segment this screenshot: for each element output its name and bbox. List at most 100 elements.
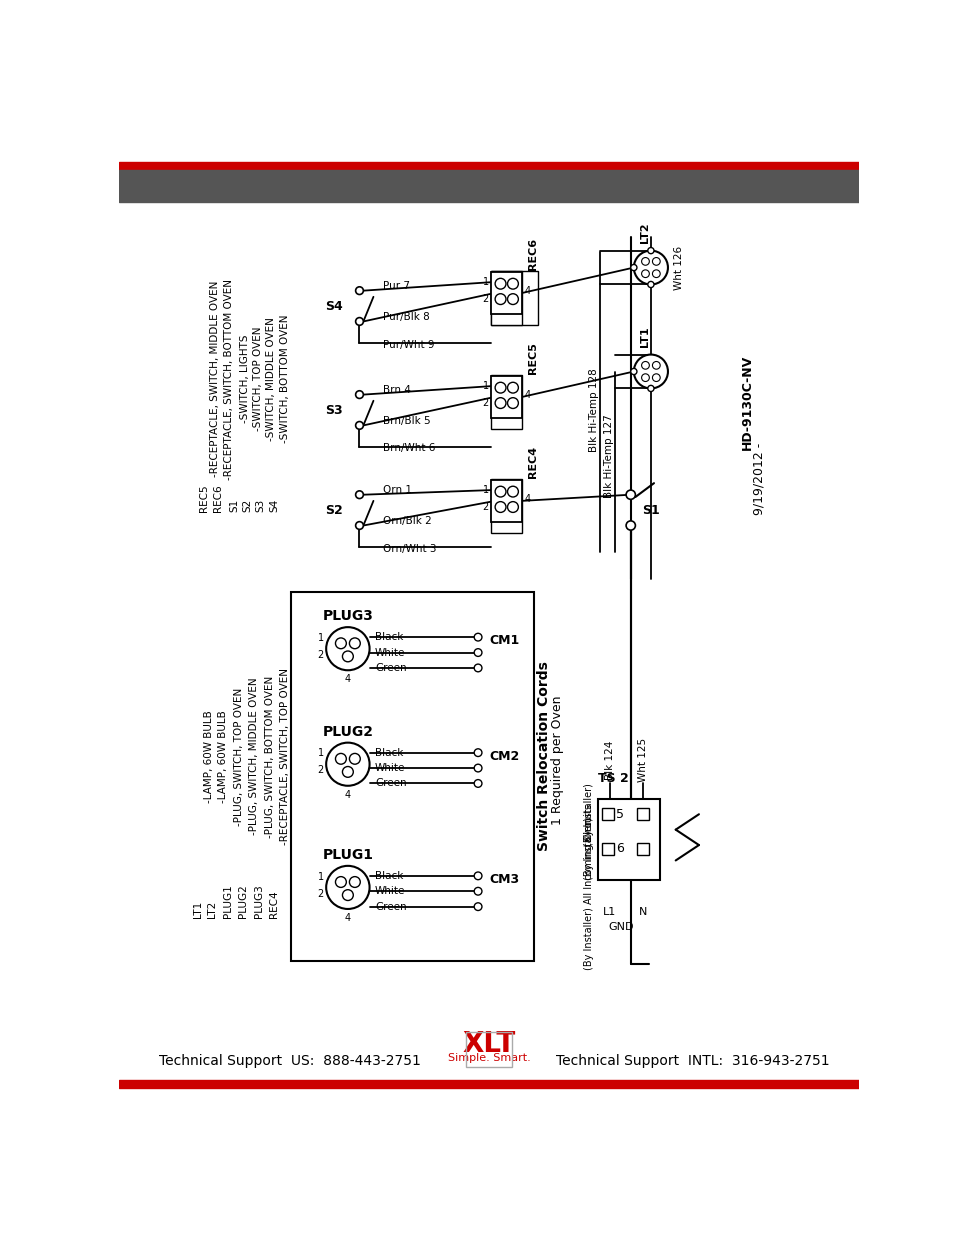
Circle shape	[349, 638, 360, 648]
Text: 4: 4	[344, 789, 351, 799]
Text: Blk Hi-Temp 128: Blk Hi-Temp 128	[588, 368, 598, 452]
Text: CM3: CM3	[488, 873, 518, 887]
Circle shape	[474, 888, 481, 895]
Text: Blk 124: Blk 124	[604, 741, 614, 781]
Text: 2: 2	[317, 888, 323, 899]
Text: XLT: XLT	[462, 1030, 515, 1057]
Text: -SWITCH, BOTTOM OVEN: -SWITCH, BOTTOM OVEN	[280, 315, 290, 443]
Circle shape	[641, 258, 649, 266]
Circle shape	[507, 487, 517, 496]
Text: Green: Green	[375, 778, 406, 788]
Text: CM1: CM1	[488, 635, 518, 647]
Text: 9/19/2012 -: 9/19/2012 -	[751, 443, 764, 515]
Text: Wht 125: Wht 125	[638, 739, 647, 783]
Circle shape	[342, 651, 353, 662]
Text: 4: 4	[524, 389, 530, 400]
Text: -LAMP, 60W BULB: -LAMP, 60W BULB	[204, 710, 213, 803]
Text: 2: 2	[317, 650, 323, 659]
Text: -RECEPTACLE, SWITCH, BOTTOM OVEN: -RECEPTACLE, SWITCH, BOTTOM OVEN	[224, 279, 234, 479]
Text: Pur 7: Pur 7	[382, 282, 410, 291]
Text: 4: 4	[524, 285, 530, 295]
Text: LT1: LT1	[639, 326, 649, 347]
Circle shape	[633, 251, 667, 284]
Text: S2: S2	[324, 504, 342, 516]
Circle shape	[630, 368, 637, 374]
Circle shape	[355, 287, 363, 294]
Text: 2: 2	[317, 766, 323, 776]
Text: REC5: REC5	[528, 342, 537, 374]
Circle shape	[647, 282, 654, 288]
Circle shape	[652, 374, 659, 382]
Circle shape	[507, 501, 517, 513]
Circle shape	[349, 753, 360, 764]
Circle shape	[641, 374, 649, 382]
Circle shape	[355, 390, 363, 399]
Bar	[491, 479, 521, 534]
Text: LT2: LT2	[207, 902, 217, 918]
Bar	[637, 842, 649, 855]
Text: Simple. Smart.: Simple. Smart.	[447, 1053, 530, 1063]
Text: PLUG2: PLUG2	[322, 725, 373, 739]
Text: Switch Relocation Cords: Switch Relocation Cords	[537, 662, 551, 851]
Circle shape	[641, 362, 649, 369]
Text: -RECEPTACLE, SWITCH, TOP OVEN: -RECEPTACLE, SWITCH, TOP OVEN	[280, 668, 290, 845]
Text: -RECEPTACLE, SWITCH, MIDDLE OVEN: -RECEPTACLE, SWITCH, MIDDLE OVEN	[210, 282, 220, 478]
Bar	[598, 799, 659, 879]
Circle shape	[625, 521, 635, 530]
Text: -SWITCH, MIDDLE OVEN: -SWITCH, MIDDLE OVEN	[266, 317, 275, 441]
Text: REC4: REC4	[269, 890, 279, 918]
Bar	[291, 592, 534, 961]
Circle shape	[335, 638, 346, 648]
Text: 2: 2	[482, 501, 488, 513]
Text: PLUG1: PLUG1	[222, 884, 233, 918]
Circle shape	[474, 664, 481, 672]
Text: Blk Hi-Temp 127: Blk Hi-Temp 127	[603, 414, 614, 498]
Text: -SWITCH, LIGHTS: -SWITCH, LIGHTS	[239, 335, 250, 424]
Text: Wht 126: Wht 126	[674, 246, 683, 290]
Bar	[119, 169, 858, 203]
Text: S3: S3	[255, 499, 265, 511]
Text: Orn/Wht 3: Orn/Wht 3	[382, 543, 436, 553]
Text: -PLUG, SWITCH, MIDDLE OVEN: -PLUG, SWITCH, MIDDLE OVEN	[249, 678, 259, 835]
Circle shape	[625, 490, 635, 499]
Circle shape	[326, 866, 369, 909]
Circle shape	[355, 421, 363, 430]
Circle shape	[342, 889, 353, 900]
Circle shape	[633, 354, 667, 389]
Circle shape	[641, 270, 649, 278]
Circle shape	[652, 270, 659, 278]
Text: Black: Black	[375, 747, 403, 757]
Text: (By Installer): (By Installer)	[583, 818, 594, 881]
Text: AVI HOOD SCHEMATIC w/oFS-w/oVFD: AVI HOOD SCHEMATIC w/oFS-w/oVFD	[273, 175, 704, 196]
Text: Brn 4: Brn 4	[382, 385, 410, 395]
Circle shape	[652, 362, 659, 369]
Text: White: White	[375, 647, 405, 657]
Circle shape	[355, 317, 363, 325]
Text: Black: Black	[375, 871, 403, 881]
Bar	[491, 375, 521, 419]
Circle shape	[474, 872, 481, 879]
Circle shape	[474, 648, 481, 656]
Circle shape	[335, 753, 346, 764]
Text: Pur/Wht 9: Pur/Wht 9	[382, 340, 434, 350]
Text: Technical Support  US:  888-443-2751: Technical Support US: 888-443-2751	[158, 1053, 420, 1067]
Text: 76: 76	[130, 175, 161, 196]
Bar	[491, 272, 521, 314]
Text: 1 Required per Oven: 1 Required per Oven	[550, 695, 563, 825]
Text: 1: 1	[317, 632, 323, 643]
Text: GND: GND	[608, 923, 634, 932]
Text: 2: 2	[482, 398, 488, 408]
Circle shape	[495, 294, 505, 305]
Text: 4: 4	[344, 674, 351, 684]
Text: REC5: REC5	[199, 484, 210, 511]
Text: CM2: CM2	[488, 750, 518, 763]
Circle shape	[507, 383, 517, 393]
Circle shape	[474, 634, 481, 641]
Circle shape	[495, 487, 505, 496]
Text: (By Installer) All Incoming Circuits: (By Installer) All Incoming Circuits	[583, 804, 594, 971]
Text: White: White	[375, 763, 405, 773]
Bar	[119, 1079, 858, 1088]
Text: 2: 2	[482, 294, 488, 304]
Text: -LAMP, 60W BULB: -LAMP, 60W BULB	[218, 710, 228, 803]
Text: Orn/Blk 2: Orn/Blk 2	[382, 516, 431, 526]
